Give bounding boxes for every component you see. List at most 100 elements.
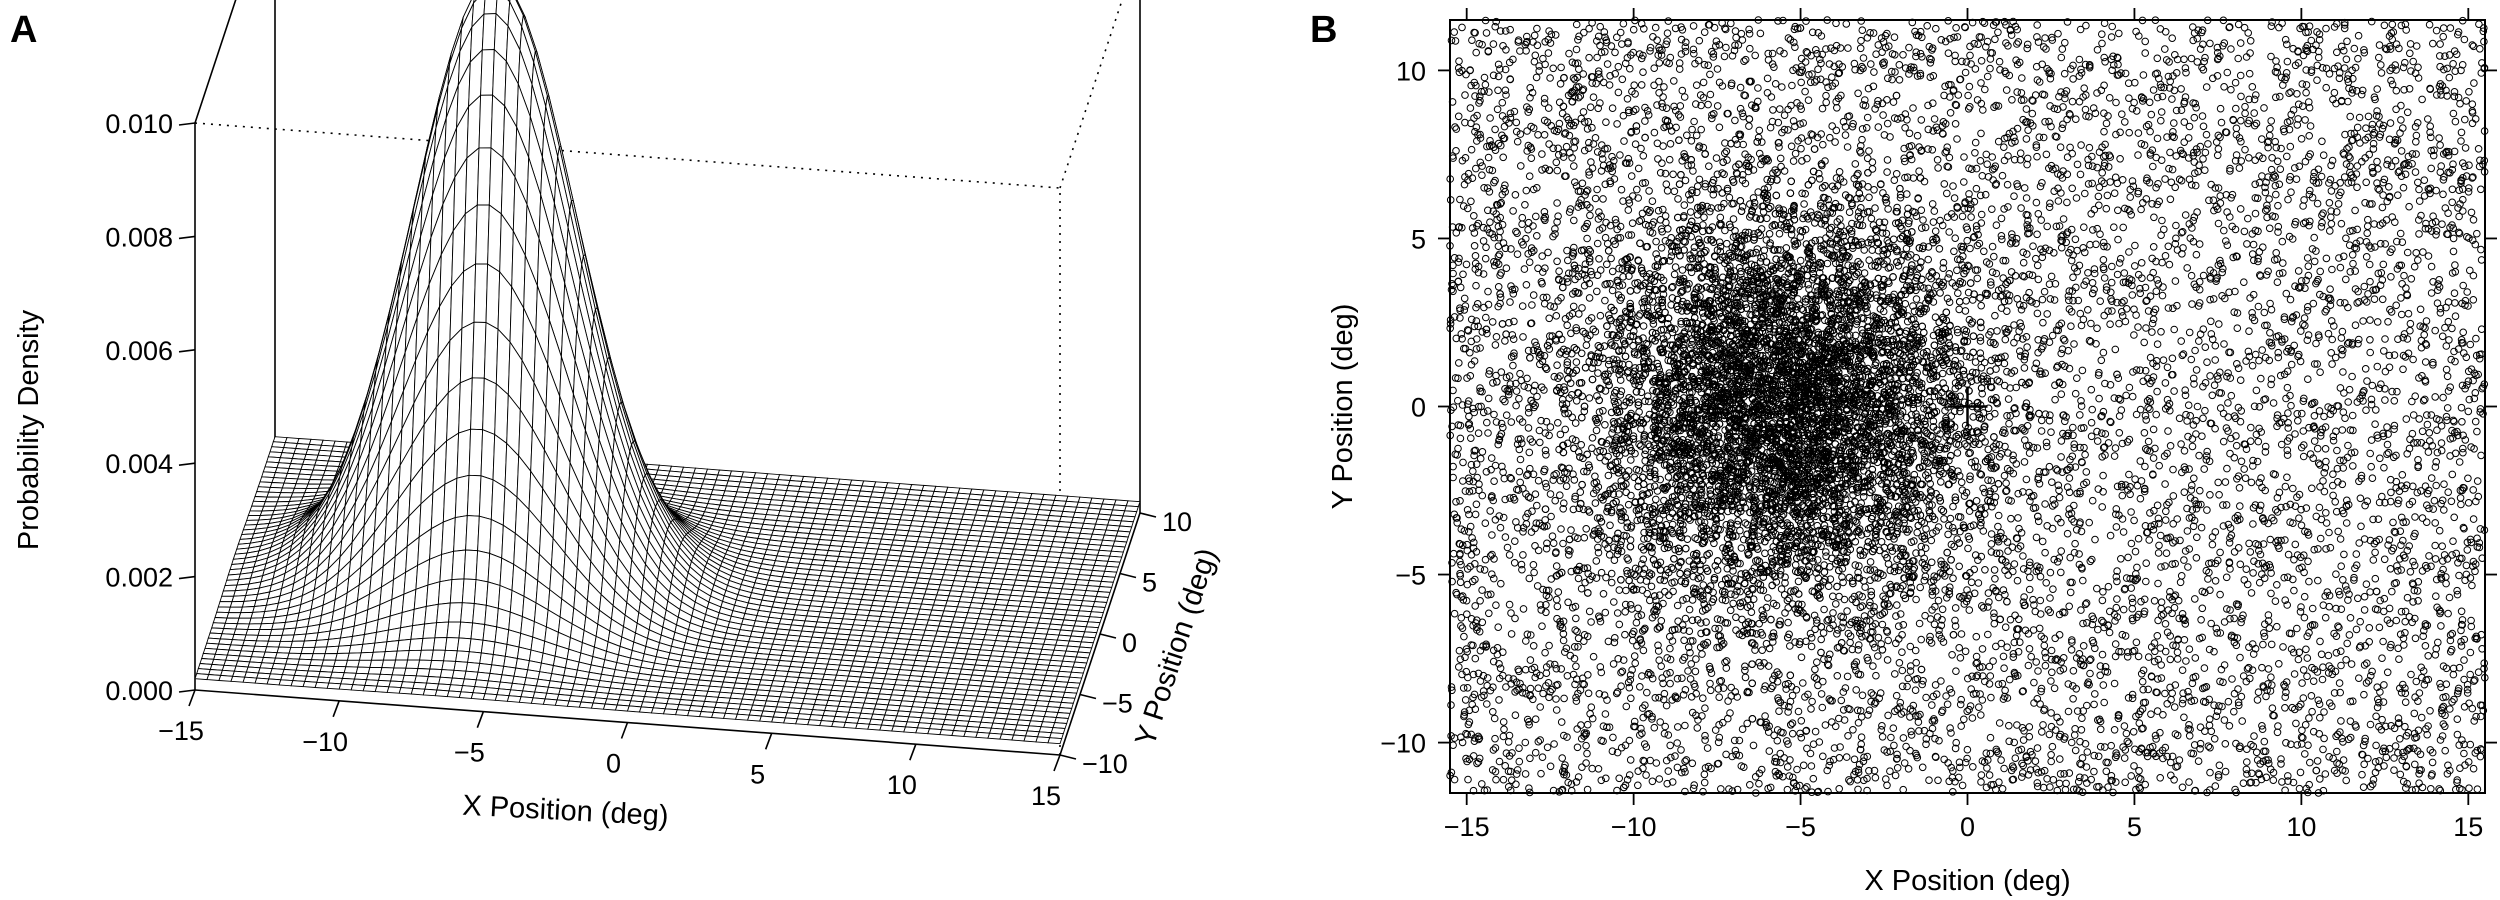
surface-facet	[940, 730, 954, 736]
scatter-point	[1794, 766, 1801, 773]
scatter-point	[2436, 135, 2443, 142]
surface-facet	[543, 699, 557, 705]
surface-facet	[469, 429, 483, 476]
scatter-point	[2202, 149, 2209, 156]
scatter-point	[2410, 58, 2417, 65]
scatter-point	[2216, 762, 2223, 769]
scatter-point	[2223, 574, 2230, 581]
scatter-point	[2367, 450, 2374, 457]
scatter-point	[2260, 244, 2267, 251]
surface-facet	[437, 603, 451, 623]
surface-facet	[471, 378, 485, 430]
surface-facet	[280, 635, 294, 642]
scatter-point	[1967, 245, 1974, 252]
x-tick	[622, 723, 628, 739]
surface-facet	[483, 694, 497, 701]
surface-facet	[356, 667, 370, 674]
density-surface	[195, 0, 1140, 744]
scatter-point	[1541, 132, 1548, 139]
scatter-point	[2432, 542, 2439, 549]
scatter-point	[1991, 104, 1998, 111]
surface-facet	[375, 630, 389, 643]
scatter-point	[1765, 57, 1772, 64]
surface-facet	[399, 688, 413, 694]
scatter-point	[2462, 116, 2469, 123]
scatter-point	[2059, 46, 2066, 53]
surface-facet	[507, 696, 521, 703]
surface-facet	[279, 680, 293, 686]
surface-facet	[445, 638, 459, 651]
scatter-point	[2360, 784, 2367, 791]
scatter-point	[2167, 443, 2174, 450]
scatter-point	[2407, 569, 2414, 576]
surface-facet	[449, 603, 463, 622]
scatter-point	[2300, 453, 2307, 460]
scatter-point	[2447, 25, 2454, 32]
scatter-point	[1916, 168, 1923, 175]
surface-facet	[373, 642, 387, 653]
scatter-point	[2338, 335, 2345, 342]
scatter-point	[2268, 641, 2275, 648]
scatter-point	[2344, 38, 2351, 45]
surface-facet	[287, 653, 301, 659]
scatter-point	[2460, 208, 2467, 215]
surface-facet	[724, 713, 738, 719]
surface-facet	[461, 603, 475, 623]
surface-facet	[495, 695, 509, 702]
scatter-point	[2147, 274, 2154, 281]
surface-facet	[904, 727, 918, 733]
surface-facet	[346, 660, 360, 667]
surface-facet	[491, 95, 505, 158]
scatter-point	[2303, 89, 2310, 96]
panel-b-scatter-plot: X Position (deg) −15 −10 −5 0 5 10 15 Y Positi…	[1327, 8, 2497, 897]
scatter-point	[2166, 261, 2173, 268]
scatter-point	[2115, 207, 2122, 214]
surface-facet	[227, 613, 241, 619]
scatter-point	[2363, 125, 2370, 132]
surface-facet	[1048, 738, 1062, 744]
z-tick-label: 0.010	[105, 109, 173, 139]
scatter-point	[2466, 785, 2473, 792]
scatter-point	[2034, 231, 2041, 238]
scatter-point	[2135, 130, 2142, 137]
surface-facet	[473, 604, 487, 625]
surface-facet	[488, 205, 502, 272]
scatter-point	[2377, 455, 2384, 462]
scatter-point	[2422, 643, 2429, 650]
scatter-point	[2418, 714, 2425, 721]
scatter-point	[2099, 31, 2106, 38]
surface-facet	[215, 612, 229, 618]
scatter-point	[1542, 265, 1549, 272]
scatter-point	[1992, 576, 1999, 583]
surface-facet	[1024, 736, 1038, 742]
surface-facet	[239, 612, 253, 618]
surface-facet	[478, 663, 492, 673]
surface-facet	[832, 722, 846, 728]
surface-facet	[411, 624, 425, 639]
surface-facet	[418, 660, 432, 669]
surface-facet	[251, 612, 265, 619]
scatter-point	[1663, 181, 1670, 188]
scatter-point	[1987, 65, 1994, 72]
surface-facet	[423, 623, 437, 639]
surface-facet	[452, 550, 466, 580]
scatter-point	[2425, 653, 2432, 660]
scatter-point	[1804, 567, 1811, 574]
surface-facet	[676, 710, 690, 716]
surface-facet	[406, 660, 420, 668]
scatter-point	[1473, 304, 1480, 311]
surface-facet	[265, 497, 279, 502]
surface-facet	[392, 668, 406, 675]
scatter-point	[2068, 647, 2075, 654]
scatter-point	[2415, 179, 2422, 186]
y-tick-label: 10	[1162, 507, 1192, 537]
scatter-point	[2199, 605, 2206, 612]
surface-facet	[404, 668, 418, 676]
scatter-point	[2363, 581, 2370, 588]
scatter-point	[2474, 478, 2481, 485]
surface-facet	[435, 690, 449, 697]
scatter-point	[2058, 548, 2065, 555]
surface-facet	[952, 731, 966, 737]
scatter-point	[2414, 120, 2421, 127]
